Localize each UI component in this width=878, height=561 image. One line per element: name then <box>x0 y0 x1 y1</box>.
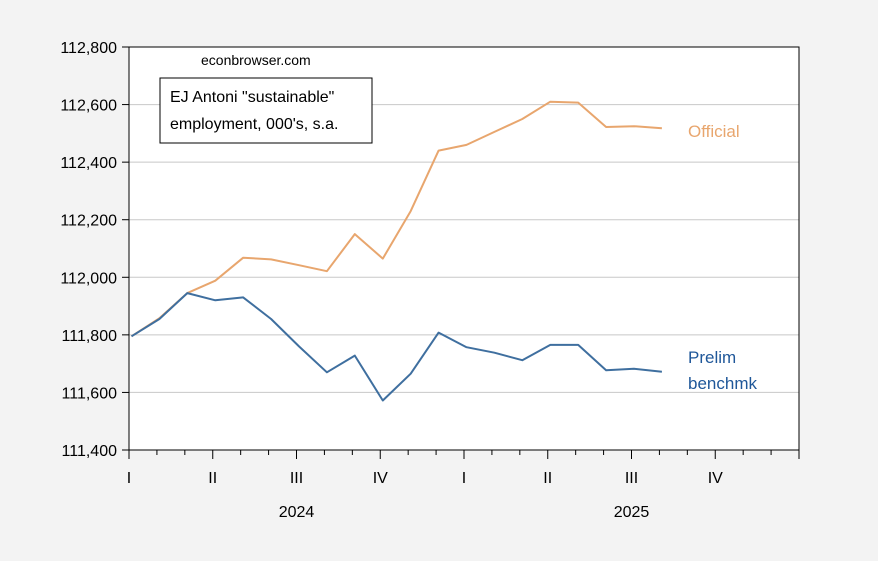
y-tick-label: 112,000 <box>60 270 117 287</box>
y-axis-ticks: 111,400 111,600 111,800 112,000 112,200 112,4… <box>60 40 129 460</box>
x-quarter-label: IV <box>708 470 723 487</box>
y-tick-label: 111,600 <box>62 385 118 402</box>
y-tick-label: 112,600 <box>60 98 117 115</box>
plot-border <box>128 46 800 451</box>
y-tick-label: 112,200 <box>60 213 117 230</box>
x-year-label: 2025 <box>614 504 650 521</box>
series-label-1: Prelim <box>688 348 736 367</box>
series-lines <box>130 100 663 402</box>
series-label-0: Official <box>688 122 740 141</box>
x-quarter-label: II <box>543 470 552 487</box>
y-tick-label: 112,800 <box>60 40 117 57</box>
series-labels: Official Prelim benchmk <box>688 122 757 393</box>
x-quarter-label: II <box>208 470 217 487</box>
title-line-2: employment, 000's, s.a. <box>170 116 338 133</box>
x-quarter-label: I <box>127 470 131 487</box>
x-quarter-label: III <box>625 470 638 487</box>
x-year-label: 2024 <box>279 504 315 521</box>
series-line-1 <box>130 292 663 402</box>
y-tick-label: 111,400 <box>62 443 118 460</box>
title-line-1: EJ Antoni "sustainable" <box>170 89 334 106</box>
series-label-1: benchmk <box>688 374 757 393</box>
y-tick-label: 112,400 <box>60 155 117 172</box>
x-quarter-label: III <box>290 470 303 487</box>
series-line-0 <box>130 100 662 338</box>
y-tick-label: 111,800 <box>62 328 118 345</box>
title-box <box>159 77 373 144</box>
source-label: econbrowser.com <box>201 52 311 68</box>
x-quarter-label: I <box>462 470 466 487</box>
x-quarter-label: IV <box>373 470 388 487</box>
gridlines <box>129 104 799 393</box>
